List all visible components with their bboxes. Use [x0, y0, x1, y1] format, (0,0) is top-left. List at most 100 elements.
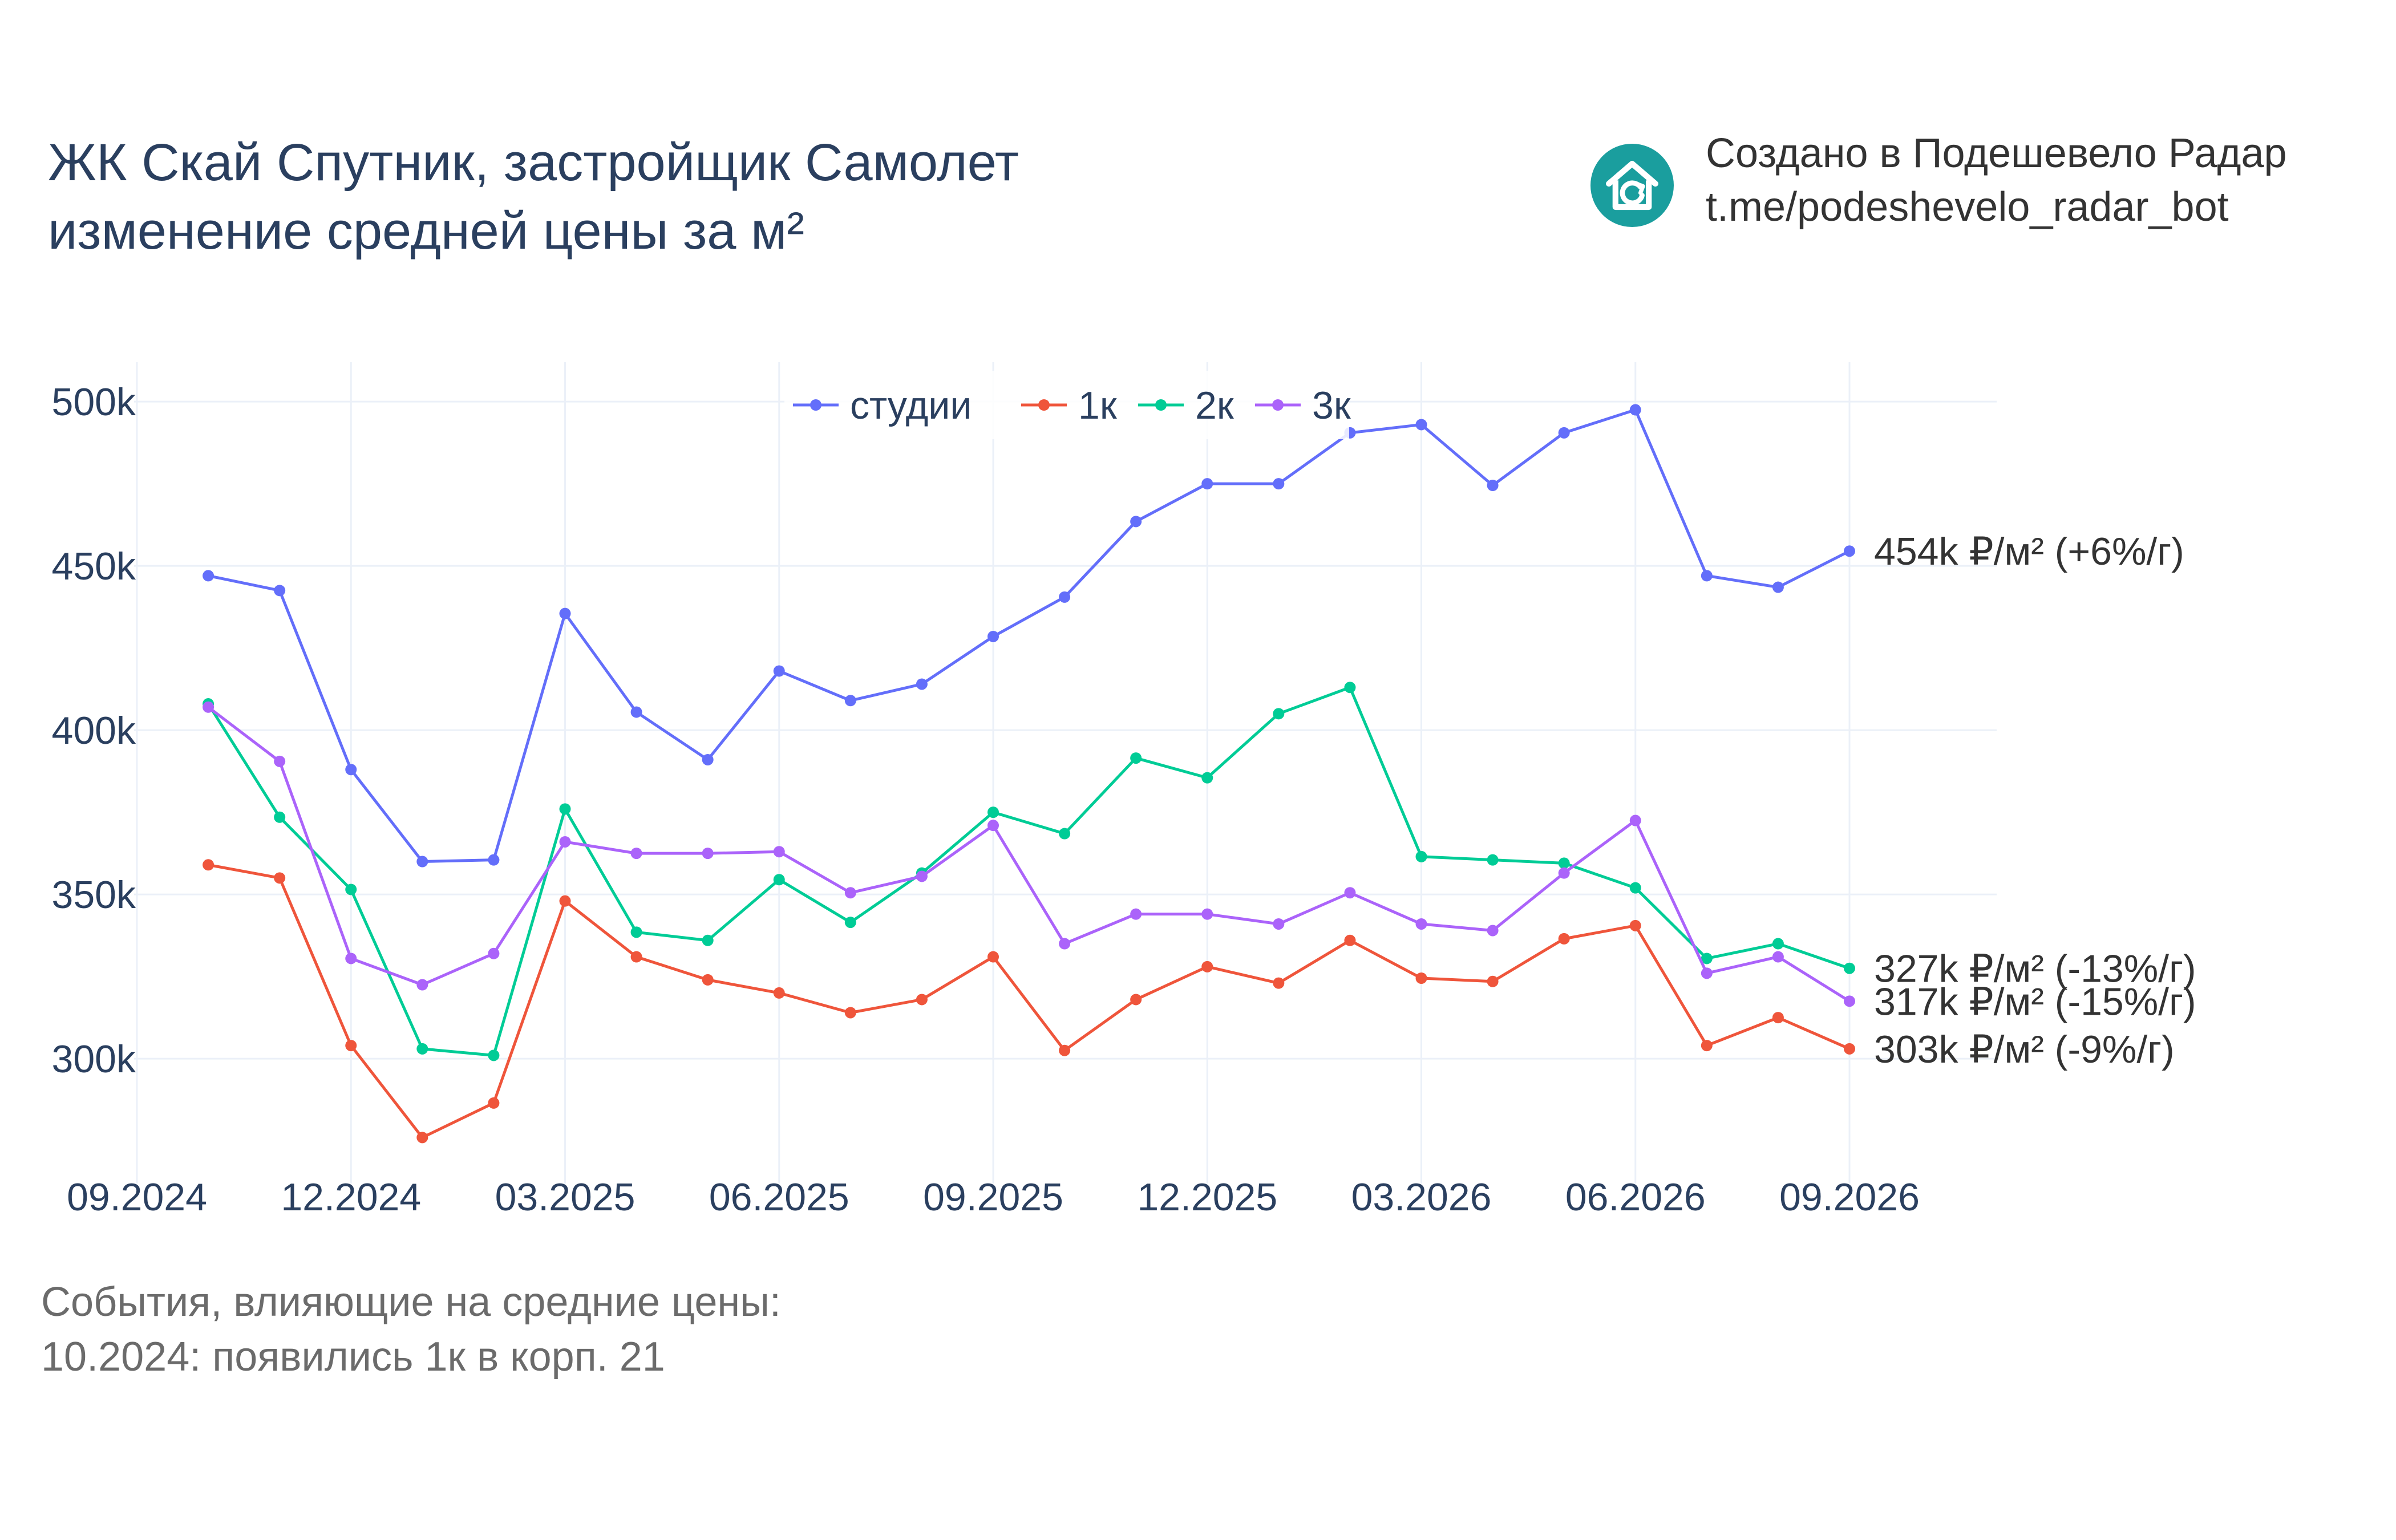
data-point — [916, 870, 928, 882]
data-point — [1130, 908, 1142, 920]
event-item: 10.2024: появились 1к в корп. 21 — [41, 1334, 665, 1380]
data-point — [274, 755, 286, 767]
data-point — [1487, 975, 1499, 987]
data-point — [916, 678, 928, 690]
data-point — [274, 872, 286, 884]
chart-title-line-2: изменение средней цены за м² — [48, 202, 804, 260]
data-point — [844, 1007, 856, 1019]
legend-swatch-marker — [1038, 399, 1050, 411]
data-point — [1415, 419, 1427, 431]
x-tick-label: 12.2024 — [281, 1176, 421, 1219]
x-tick-label: 09.2025 — [923, 1176, 1063, 1219]
data-point — [916, 994, 928, 1006]
data-point — [1701, 967, 1713, 979]
data-point — [630, 926, 642, 938]
data-point — [702, 753, 714, 765]
y-tick-label: 350k — [52, 873, 136, 917]
data-point — [773, 846, 785, 858]
data-point — [1558, 933, 1570, 945]
data-point — [488, 947, 500, 959]
series-line-3к — [207, 706, 1851, 1003]
data-point — [702, 974, 714, 986]
data-point — [1415, 918, 1427, 930]
data-point — [844, 917, 856, 929]
series-line-студии — [208, 408, 1851, 864]
end-value-label: 327k ₽/м² (-13%/г) — [1874, 947, 2196, 991]
data-point — [987, 807, 999, 818]
data-point — [1629, 404, 1641, 416]
end-value-label: 317k ₽/м² (-15%/г) — [1874, 980, 2196, 1023]
data-point — [630, 848, 642, 860]
data-point — [1558, 427, 1570, 439]
data-point — [1487, 854, 1499, 866]
data-point — [416, 1132, 428, 1144]
legend-label: 3к — [1312, 384, 1351, 427]
data-point — [1201, 478, 1213, 490]
data-point — [1059, 1044, 1071, 1056]
events-heading: События, влияющие на средние цены: — [41, 1279, 781, 1325]
data-point — [1772, 938, 1784, 950]
data-point — [1201, 908, 1213, 920]
branding-link[interactable]: t.me/podeshevelo_radar_bot — [1706, 184, 2229, 230]
data-point — [274, 811, 286, 823]
data-point — [773, 987, 785, 999]
data-point — [488, 1097, 500, 1109]
legend-label: 2к — [1195, 384, 1235, 427]
data-point — [416, 856, 428, 868]
x-tick-label: 03.2026 — [1351, 1176, 1492, 1219]
data-point — [630, 706, 642, 718]
y-tick-label: 400k — [52, 709, 136, 752]
data-point — [1344, 934, 1356, 946]
data-point — [630, 951, 642, 963]
legend-swatch-marker — [810, 399, 821, 411]
data-point — [559, 803, 571, 815]
end-value-label: 454k ₽/м² (+6%/г) — [1874, 530, 2184, 573]
x-tick-label: 12.2025 — [1137, 1176, 1277, 1219]
data-point — [773, 874, 785, 886]
chart-title: ЖК Скай Спутник, застройщик Самолет изме… — [48, 128, 1019, 265]
data-point — [345, 764, 357, 776]
data-point — [844, 695, 856, 707]
data-point — [1130, 994, 1142, 1006]
series-line-2к — [207, 686, 1850, 1057]
chart-title-line-1: ЖК Скай Спутник, застройщик Самолет — [48, 133, 1019, 192]
data-point — [1844, 995, 1855, 1007]
data-point — [1844, 1043, 1855, 1055]
data-point — [1273, 708, 1285, 720]
data-point — [416, 979, 428, 991]
data-point — [1629, 814, 1641, 826]
data-point — [1059, 938, 1071, 950]
data-point — [1130, 752, 1142, 764]
legend-label: студии — [850, 384, 972, 427]
data-point — [1558, 867, 1570, 879]
x-tick-label: 06.2025 — [709, 1176, 849, 1219]
legend-swatch-marker — [1155, 399, 1167, 411]
data-point — [1701, 1040, 1713, 1052]
data-point — [1701, 953, 1713, 964]
data-point — [1273, 918, 1285, 930]
data-point — [1415, 850, 1427, 862]
data-point — [1558, 857, 1570, 869]
data-point — [1201, 772, 1213, 784]
data-point — [1701, 570, 1713, 582]
data-point — [1201, 961, 1213, 972]
data-point — [1130, 516, 1142, 528]
events-note: События, влияющие на средние цены: 10.20… — [41, 1275, 781, 1384]
data-point — [1059, 591, 1071, 603]
data-point — [488, 1049, 500, 1061]
data-point — [987, 630, 999, 642]
data-point — [702, 934, 714, 946]
data-point — [1344, 887, 1356, 899]
y-tick-label: 450k — [52, 545, 136, 588]
branding-line-1: Создано в Подешевело Радар — [1706, 131, 2287, 176]
data-point — [773, 665, 785, 677]
branding: Создано в Подешевело Радар t.me/podeshev… — [1706, 127, 2287, 234]
data-point — [1844, 962, 1855, 974]
y-tick-label: 500k — [52, 380, 136, 424]
data-point — [274, 585, 286, 597]
data-point — [1772, 951, 1784, 963]
x-tick-label: 03.2025 — [495, 1176, 636, 1219]
data-point — [416, 1043, 428, 1055]
data-point — [559, 607, 571, 619]
